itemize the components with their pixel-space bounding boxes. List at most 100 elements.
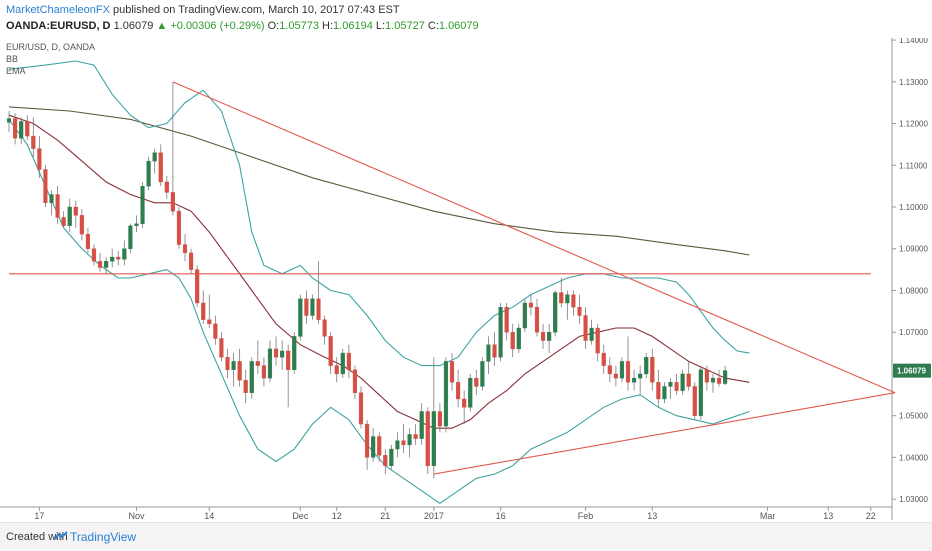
x-tick-label: 16 xyxy=(496,511,506,521)
candle-down xyxy=(61,217,66,226)
y-tick-label: 1.03000 xyxy=(899,495,928,504)
ema-line xyxy=(8,106,750,256)
candle-down xyxy=(164,181,169,193)
candle-up xyxy=(522,302,527,329)
candle-down xyxy=(31,135,36,149)
author-link[interactable]: MarketChameleonFX xyxy=(6,4,110,16)
candle-down xyxy=(116,256,121,260)
candle-up xyxy=(395,440,400,450)
candle-down xyxy=(304,298,309,316)
candle-up xyxy=(547,332,552,341)
candle-down xyxy=(492,344,497,358)
y-tick-label: 1.08000 xyxy=(899,286,928,295)
candle-down xyxy=(273,348,279,358)
candle-down xyxy=(158,152,163,183)
candle-up xyxy=(389,448,394,466)
candle-down xyxy=(510,332,515,350)
candle-down xyxy=(540,332,546,341)
candle-up xyxy=(723,370,728,384)
candle-up xyxy=(310,298,315,316)
x-tick-label: Nov xyxy=(128,511,145,521)
high-value: 1.06194 xyxy=(333,20,373,32)
candle-up xyxy=(49,194,54,204)
candle-up xyxy=(249,361,254,393)
y-tick-label: 1.11000 xyxy=(899,161,928,170)
candle-down xyxy=(583,315,588,341)
footer: Created with TradingView xyxy=(0,522,932,551)
x-tick-label: Dec xyxy=(292,511,309,521)
candle-down xyxy=(97,261,103,268)
x-tick-label: 12 xyxy=(332,511,342,521)
y-tick-label: 1.07000 xyxy=(899,328,928,337)
candle-up xyxy=(140,185,145,224)
symbol-label: OANDA:EURUSD, D xyxy=(6,20,111,32)
trend-line xyxy=(172,81,896,394)
candle-down xyxy=(595,327,600,354)
low-label: L: xyxy=(375,20,386,32)
trend-line xyxy=(433,392,896,475)
chart-grid xyxy=(0,38,893,520)
price-chart[interactable]: 17 Nov 14 Dec 12 21 2017 16 Feb 13 Mar 13 22 1.14000… xyxy=(0,38,932,522)
ohlc-line: OANDA:EURUSD, D 1.06079 ▲ +0.00306 (+0.2… xyxy=(6,20,479,32)
candle-up xyxy=(152,152,157,162)
candle-up xyxy=(231,361,236,370)
candle-up xyxy=(19,121,24,139)
candle-down xyxy=(286,350,291,370)
candle-up xyxy=(589,327,594,341)
candle-up xyxy=(128,225,133,249)
change-value: +0.00306 (+0.29%) xyxy=(170,20,265,32)
candle-up xyxy=(443,361,449,427)
candle-down xyxy=(364,423,370,458)
candle-down xyxy=(25,121,30,137)
tradingview-link[interactable]: TradingView xyxy=(70,530,137,544)
candle-up xyxy=(468,377,473,408)
x-tick-label: Mar xyxy=(760,511,776,521)
candle-down xyxy=(504,306,509,333)
y-axis: 1.14000 1.13000 1.12000 1.11000 1.10000 1.090… xyxy=(892,38,928,504)
candle-down xyxy=(13,118,18,139)
bb-lower-line xyxy=(8,119,750,504)
candle-up xyxy=(280,350,285,358)
y-tick-label: 1.13000 xyxy=(899,78,928,87)
candle-down xyxy=(189,252,194,270)
candle-up xyxy=(267,348,273,379)
last-price: 1.06079 xyxy=(113,20,154,32)
candle-down xyxy=(704,369,709,383)
candle-down xyxy=(182,244,188,254)
indicator-lines xyxy=(8,60,750,504)
change-up-icon: ▲ xyxy=(156,20,168,32)
candle-down xyxy=(328,336,333,366)
published-text: published on TradingView.com, March 10, … xyxy=(113,4,400,16)
candle-down xyxy=(692,386,697,416)
candle-down xyxy=(607,365,612,375)
candle-up xyxy=(553,292,558,333)
candle-up xyxy=(104,261,109,268)
candle-down xyxy=(528,302,534,308)
candle-down xyxy=(55,194,60,218)
candle-down xyxy=(401,440,406,446)
low-value: 1.05727 xyxy=(385,20,425,32)
candle-down xyxy=(91,248,97,262)
candle-down xyxy=(261,365,266,379)
open-value: 1.05773 xyxy=(279,20,319,32)
candle-up xyxy=(134,223,139,226)
candle-up xyxy=(292,336,297,370)
candle-down xyxy=(243,379,248,393)
candle-down xyxy=(674,382,679,391)
y-tick-label: 1.09000 xyxy=(899,245,928,254)
candle-down xyxy=(456,382,461,400)
candle-down xyxy=(437,411,442,427)
candle-down xyxy=(656,382,661,400)
bb-basis-line xyxy=(8,114,750,429)
open-label: O: xyxy=(267,20,280,32)
candle-down xyxy=(225,357,230,370)
candle-down xyxy=(170,192,175,212)
candle-down xyxy=(534,306,540,333)
legend-entry: EUR/USD, D, OANDA xyxy=(6,42,95,52)
publish-line: MarketChameleonFX published on TradingVi… xyxy=(6,4,400,16)
candle-up xyxy=(668,382,673,387)
x-tick-label: 13 xyxy=(823,511,833,521)
chart-legend: EUR/USD, D, OANDA BB EMA xyxy=(6,42,95,76)
candle-down xyxy=(571,294,576,308)
candle-up xyxy=(431,411,436,466)
